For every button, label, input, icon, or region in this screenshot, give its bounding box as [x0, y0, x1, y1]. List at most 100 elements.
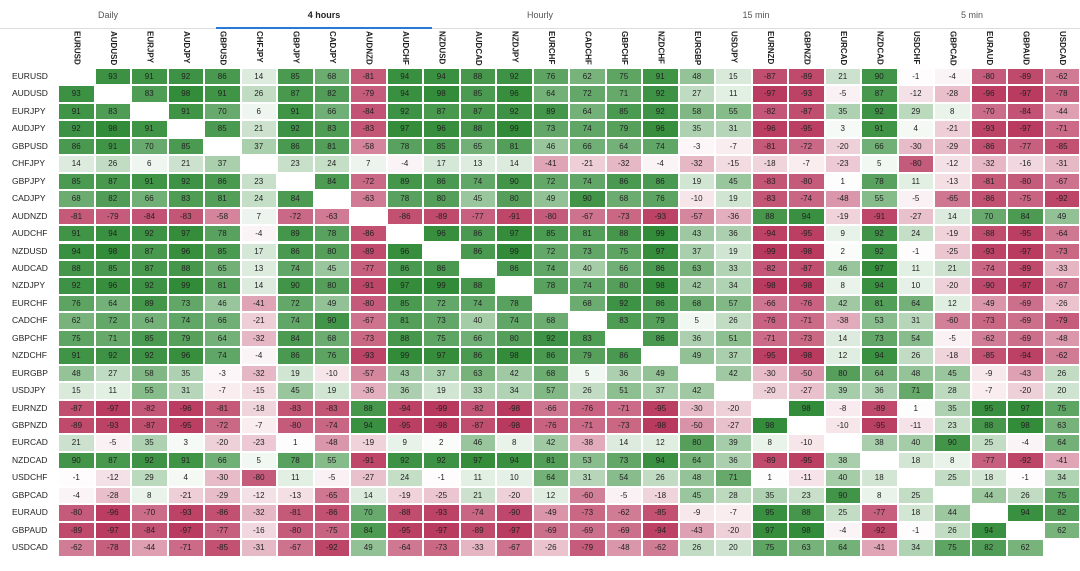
tab[interactable]: 4 hours [216, 0, 432, 29]
correlation-cell: 89 [532, 102, 569, 121]
correlation-cell: -8 [824, 399, 861, 417]
correlation-cell: -70 [970, 102, 1007, 121]
correlation-cell: 64 [1043, 434, 1080, 452]
correlation-cell [1043, 539, 1080, 557]
correlation-cell: -99 [751, 242, 788, 260]
correlation-cell: -4 [642, 155, 679, 173]
correlation-cell: -84 [1007, 102, 1044, 121]
correlation-cell: 80 [423, 190, 460, 208]
correlation-cell: 27 [678, 85, 715, 103]
correlation-cell: 92 [861, 242, 898, 260]
correlation-cell: -73 [970, 312, 1007, 330]
correlation-cell: 55 [861, 190, 898, 208]
correlation-cell: 5 [861, 155, 898, 173]
correlation-cell: -60 [569, 486, 606, 505]
correlation-cell: 45 [277, 382, 314, 400]
correlation-cell: 92 [58, 277, 95, 295]
row-header: AUDUSD [12, 88, 48, 99]
column-header: USDCAD [1058, 31, 1067, 66]
correlation-cell: 96 [642, 120, 679, 138]
correlation-cell: 72 [423, 294, 460, 313]
tab[interactable]: Hourly [526, 10, 553, 20]
row-header: GBPJPY [12, 175, 46, 186]
correlation-cell: -10 [824, 417, 861, 435]
correlation-cell: -5 [313, 469, 350, 487]
correlation-cell: 19 [715, 190, 752, 208]
correlation-cell: -69 [1007, 312, 1044, 330]
correlation-cell: 37 [715, 347, 752, 365]
correlation-cell: -80 [970, 68, 1007, 86]
correlation-cell: -4 [934, 68, 971, 86]
correlation-cell: -73 [1043, 242, 1080, 260]
correlation-cell: 99 [386, 347, 423, 365]
correlation-cell: -86 [386, 207, 423, 226]
correlation-cell: 98 [496, 347, 533, 365]
correlation-cell: -84 [350, 102, 387, 121]
correlation-cell: 75 [423, 329, 460, 348]
correlation-cell: 83 [313, 120, 350, 138]
correlation-cell: 62 [1007, 539, 1044, 557]
correlation-cell: 73 [569, 242, 606, 260]
tab[interactable]: Daily [97, 10, 118, 20]
correlation-cell: -80 [240, 469, 277, 487]
correlation-cell: 83 [605, 312, 642, 330]
correlation-cell: 26 [94, 155, 131, 173]
correlation-cell: 36 [715, 225, 752, 243]
correlation-cell: -81 [350, 68, 387, 86]
correlation-cell: 54 [897, 329, 934, 348]
correlation-cell: -31 [240, 539, 277, 557]
correlation-cell: -93 [970, 120, 1007, 138]
correlation-cell: 70 [204, 102, 241, 121]
correlation-cell: -28 [94, 486, 131, 505]
tab[interactable]: 15 min [742, 10, 770, 20]
column-header: NZDCAD [875, 31, 885, 65]
correlation-cell: 73 [423, 312, 460, 330]
correlation-cell: 96 [496, 85, 533, 103]
correlation-cell: 14 [58, 155, 95, 173]
correlation-cell: -98 [642, 417, 679, 435]
correlation-cell: 75 [605, 242, 642, 260]
correlation-cell: -75 [1007, 190, 1044, 208]
correlation-cell: -79 [1043, 312, 1080, 330]
correlation-cell: -98 [423, 417, 460, 435]
correlation-cell: 98 [788, 399, 825, 417]
tab[interactable]: 5 min [960, 10, 983, 20]
row-header: GBPCAD [12, 489, 48, 500]
correlation-cell: 23 [277, 155, 314, 173]
correlation-cell: 37 [423, 364, 460, 383]
correlation-cell: 73 [532, 120, 569, 138]
correlation-cell: -5 [934, 329, 971, 348]
correlation-cell: -19 [934, 225, 971, 243]
correlation-cell: 17 [240, 242, 277, 260]
correlation-cell: -36 [715, 207, 752, 226]
correlation-cell: 35 [751, 486, 788, 505]
correlation-cell: 92 [58, 120, 95, 138]
correlation-cell: 5 [569, 364, 606, 383]
correlation-cell: 92 [386, 451, 423, 470]
correlation-cell: 65 [459, 137, 496, 156]
correlation-cell: 98 [788, 521, 825, 540]
correlation-cell: -74 [970, 259, 1007, 278]
correlation-cell: -30 [678, 399, 715, 417]
correlation-cell: 85 [167, 137, 204, 156]
correlation-cell: 19 [678, 172, 715, 191]
correlation-cell: 29 [897, 102, 934, 121]
correlation-cell: -20 [934, 277, 971, 295]
correlation-cell: 3 [824, 120, 861, 138]
correlation-cell: 26 [678, 539, 715, 557]
correlation-cell [277, 172, 314, 191]
correlation-cell: 37 [678, 242, 715, 260]
correlation-cell: 54 [605, 469, 642, 487]
correlation-cell: 92 [386, 102, 423, 121]
correlation-cell: -98 [788, 242, 825, 260]
correlation-cell: -72 [204, 417, 241, 435]
correlation-cell: 48 [58, 364, 95, 383]
correlation-cell: 49 [532, 190, 569, 208]
correlation-cell: -72 [350, 172, 387, 191]
correlation-cell: 94 [386, 68, 423, 86]
correlation-cell: 68 [605, 190, 642, 208]
correlation-cell: 80 [496, 190, 533, 208]
correlation-cell: -13 [934, 172, 971, 191]
correlation-cell: 9 [824, 225, 861, 243]
correlation-cell: 90 [824, 486, 861, 505]
